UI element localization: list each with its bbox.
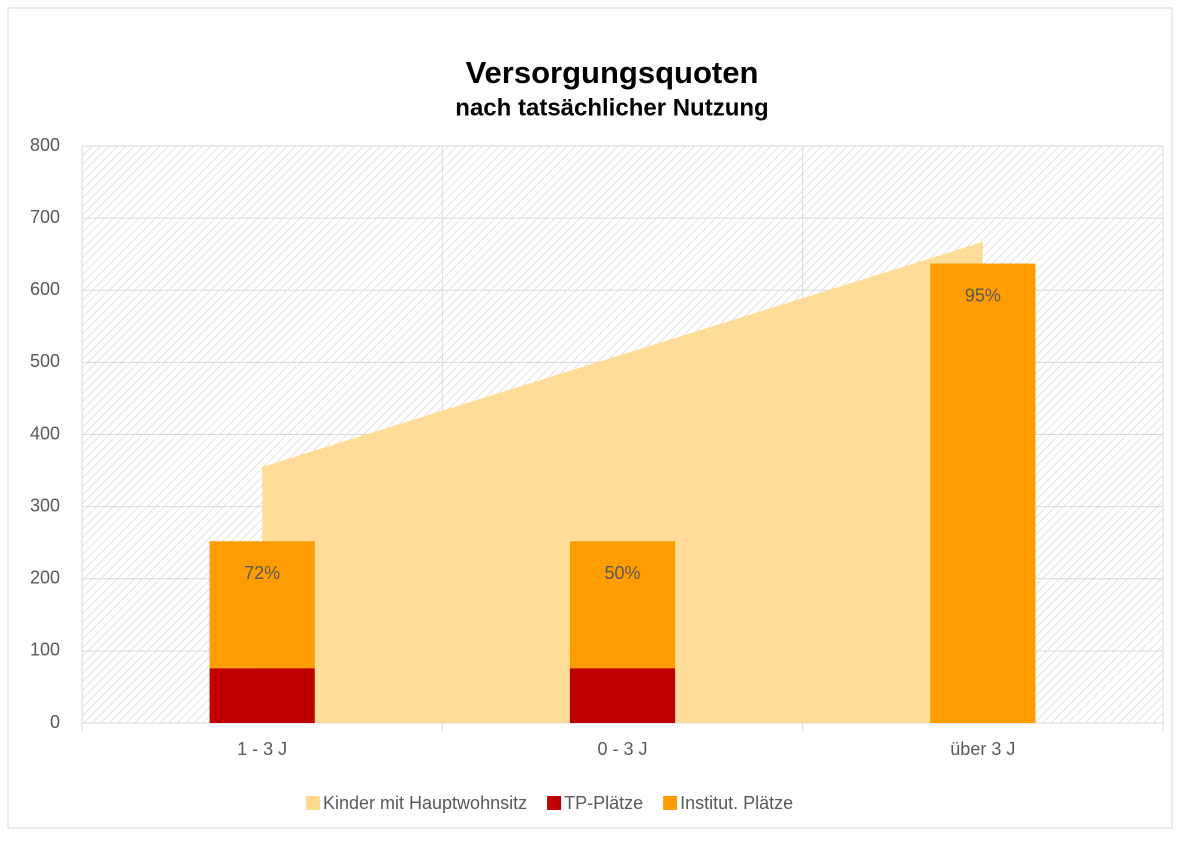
legend-swatch <box>306 796 320 810</box>
x-tick-label: 1 - 3 J <box>237 739 287 759</box>
y-tick-label: 300 <box>30 495 60 515</box>
y-tick-label: 700 <box>30 207 60 227</box>
chart-title: Versorgungsquoten <box>466 55 759 90</box>
y-tick-label: 100 <box>30 640 60 660</box>
x-tick-label: über 3 J <box>950 739 1015 759</box>
bar <box>209 668 315 723</box>
bar <box>930 263 1036 723</box>
y-tick-label: 800 <box>30 135 60 155</box>
bar <box>209 541 315 669</box>
y-tick-label: 500 <box>30 351 60 371</box>
legend-swatch <box>663 796 678 810</box>
bar <box>569 541 676 669</box>
quote-label: 50% <box>604 563 640 583</box>
quote-label: 72% <box>244 563 280 583</box>
legend-label: Institut. Plätze <box>680 793 793 813</box>
y-tick-label: 400 <box>30 423 60 443</box>
x-tick-label: 0 - 3 J <box>597 739 647 759</box>
legend-label: Kinder mit Hauptwohnsitz <box>323 793 527 813</box>
legend-swatch <box>547 796 562 810</box>
chart-subtitle: nach tatsächlicher Nutzung <box>455 94 768 121</box>
quote-label: 95% <box>965 285 1001 305</box>
bar <box>569 668 676 723</box>
y-tick-label: 0 <box>50 712 60 732</box>
y-tick-label: 600 <box>30 279 60 299</box>
area <box>262 241 983 723</box>
y-tick-label: 200 <box>30 568 60 588</box>
legend-label: TP-Plätze <box>564 793 643 813</box>
